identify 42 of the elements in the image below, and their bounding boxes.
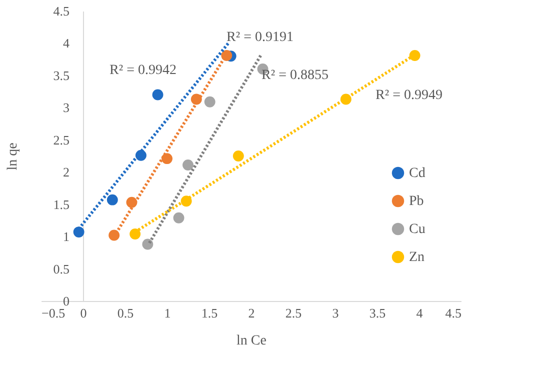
point: [173, 212, 184, 224]
y-tick-label: 4.5: [53, 4, 70, 18]
legend-label: Cd: [409, 166, 426, 181]
x-tick-label: 0.5: [117, 306, 134, 320]
annotation: R² = 0.8855: [262, 68, 328, 83]
y-tick-label: 0: [63, 294, 70, 308]
point: [204, 96, 216, 108]
y-tick-label: 2.5: [53, 132, 70, 148]
legend-label: Zn: [409, 250, 425, 265]
y-tick-label: 0.5: [53, 261, 70, 276]
x-tick-label: 2.5: [285, 306, 302, 320]
y-tick-label: 3.5: [53, 68, 70, 83]
point: [152, 89, 164, 100]
y-tick-label: 4: [63, 36, 70, 51]
annotation: R² = 0.9942: [110, 63, 176, 78]
x-tick-label: −0.5: [42, 306, 66, 320]
point: [142, 238, 154, 250]
y-tick-label: 1.5: [53, 196, 70, 212]
point: [409, 50, 420, 61]
x-tick-label: 0: [80, 306, 87, 320]
point: [162, 153, 172, 164]
y-tick-label: 2: [63, 164, 70, 180]
x-axis-title: ln Ce: [236, 334, 266, 348]
x-tick-label: 1: [164, 306, 171, 320]
legend-label: Cu: [409, 222, 426, 237]
annotation: R² = 0.9191: [226, 30, 294, 45]
y-tick-label: 1: [63, 229, 70, 244]
legend-label: Pb: [409, 194, 424, 209]
y-axis-title: ln qe: [6, 142, 20, 170]
annotation: R² = 0.9949: [376, 88, 442, 103]
x-tick-label: 3: [332, 306, 339, 320]
point: [106, 194, 118, 206]
x-tick-label: 2: [248, 306, 255, 320]
point: [73, 226, 84, 238]
point: [130, 228, 141, 240]
x-tick-label: 3.5: [369, 306, 386, 320]
point: [182, 160, 194, 170]
point: [232, 150, 244, 162]
x-tick-label: 1.5: [201, 306, 218, 320]
x-tick-label: 4: [416, 306, 424, 320]
x-tick-label: 4.5: [445, 306, 462, 320]
y-tick-label: 3: [63, 100, 70, 116]
